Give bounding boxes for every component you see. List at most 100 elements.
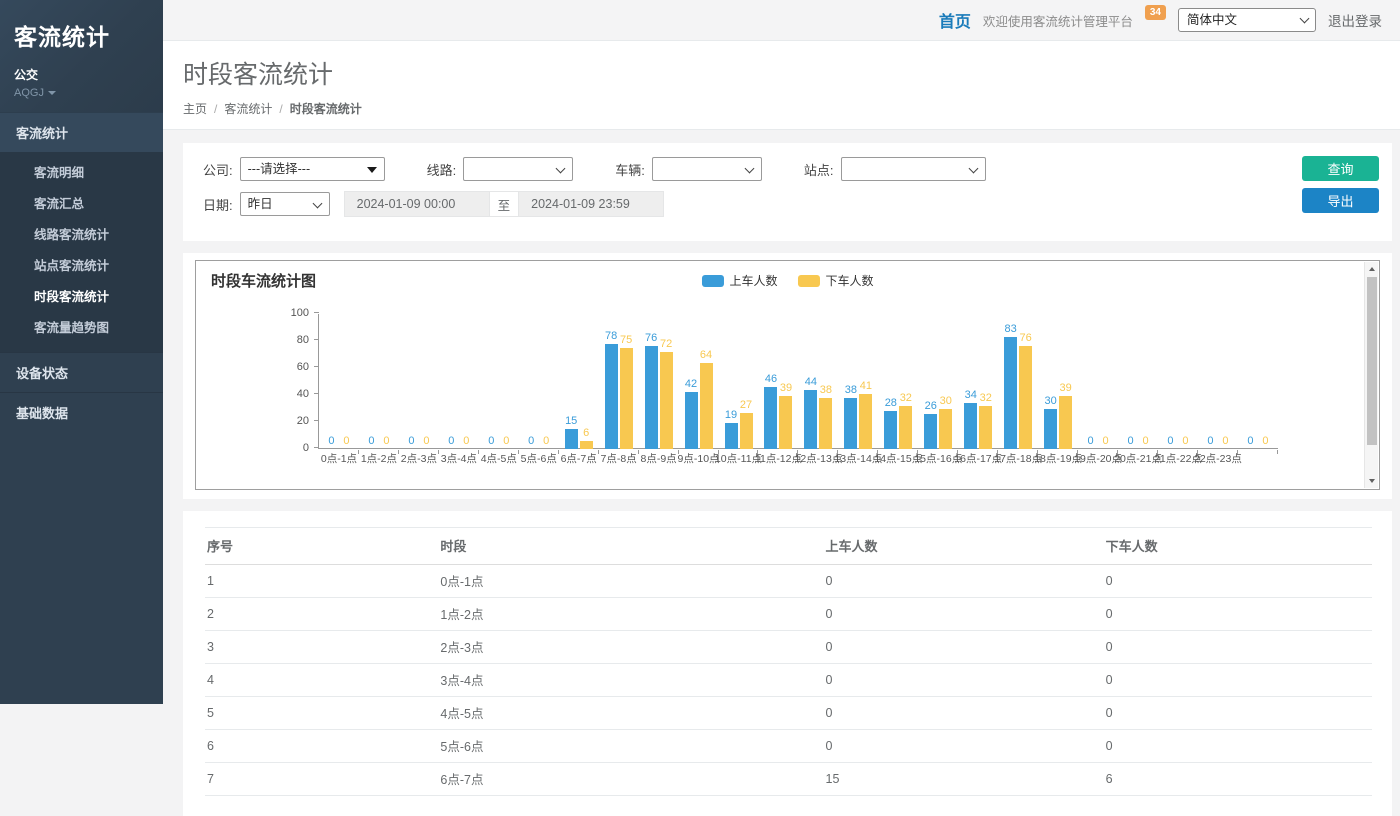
table-row: 76点-7点156 [205, 763, 1372, 796]
bar-下车人数 [1059, 396, 1072, 449]
bar-下车人数 [779, 396, 792, 449]
company-label: 公司: [203, 160, 233, 179]
bar-value-label: 76 [645, 332, 657, 345]
bar-column: 0 [445, 435, 458, 449]
bar-上车人数 [725, 423, 738, 449]
notification-badge[interactable]: 34 [1145, 5, 1166, 20]
line-select[interactable] [463, 157, 573, 181]
bar-column: 34 [964, 389, 977, 449]
date-to-input[interactable] [518, 191, 664, 217]
sidebar-item-站点客流统计[interactable]: 站点客流统计 [0, 249, 163, 280]
sidebar-item-时段客流统计[interactable]: 时段客流统计 [0, 280, 163, 311]
bar-column: 64 [700, 349, 713, 449]
table-cell: 6 [1104, 763, 1372, 796]
bar-value-label: 34 [965, 389, 977, 402]
breadcrumb-separator: / [279, 102, 282, 116]
query-button[interactable]: 查询 [1302, 156, 1379, 181]
export-button[interactable]: 导出 [1302, 188, 1379, 213]
bar-group-20点-21点: 0020点-21点 [1118, 314, 1158, 449]
bar-下车人数 [1019, 346, 1032, 449]
bar-column: 0 [525, 435, 538, 449]
sidebar-item-客流量趋势图[interactable]: 客流量趋势图 [0, 311, 163, 342]
vehicle-select[interactable] [652, 157, 762, 181]
legend-item-下车人数[interactable]: 下车人数 [798, 272, 874, 289]
sidebar-section-基础数据[interactable]: 基础数据 [0, 392, 163, 432]
bar-value-label: 0 [503, 435, 509, 448]
scroll-up-button[interactable] [1365, 262, 1379, 276]
bar-group-17点-18点: 837617点-18点 [998, 314, 1038, 449]
sidebar-item-线路客流统计[interactable]: 线路客流统计 [0, 218, 163, 249]
bar-value-label: 0 [368, 435, 374, 448]
language-select[interactable]: 简体中文 [1178, 8, 1316, 32]
bar-group-16点-17点: 343216点-17点 [958, 314, 998, 449]
x-axis-tick [438, 450, 439, 454]
bar-column: 0 [1099, 435, 1112, 449]
bar-column: 38 [819, 384, 832, 449]
x-axis-tick [398, 450, 399, 454]
bar-group-0点-1点: 000点-1点 [319, 314, 359, 449]
bar-column: 0 [500, 435, 513, 449]
company-select[interactable]: ---请选择--- [240, 157, 385, 181]
bar-column: 0 [1244, 435, 1257, 449]
bar-value-label: 15 [565, 415, 577, 428]
bar-column: 75 [620, 334, 633, 449]
legend-swatch [701, 275, 723, 287]
bar-column: 19 [725, 409, 738, 449]
sidebar-logo-area: 客流统计 公交 AQGJ [0, 0, 163, 112]
bar-value-label: 0 [343, 435, 349, 448]
table-cell: 0 [1104, 631, 1372, 664]
triangle-down-icon [1369, 479, 1375, 483]
sidebar-item-客流汇总[interactable]: 客流汇总 [0, 187, 163, 218]
bar-column: 32 [979, 392, 992, 449]
scrollbar-thumb[interactable] [1367, 277, 1377, 445]
date-range-select[interactable]: 昨日 [240, 192, 330, 216]
bar-value-label: 32 [980, 392, 992, 405]
table-cell: 5 [205, 697, 438, 730]
bar-value-label: 19 [725, 409, 737, 422]
chart-plot: 020406080100000点-1点001点-2点002点-3点003点-4点… [318, 314, 1278, 449]
bar-column: 0 [1179, 435, 1192, 449]
org-code-dropdown[interactable]: AQGJ [14, 87, 149, 99]
chart-vertical-scrollbar[interactable] [1364, 262, 1378, 488]
bar-column: 72 [660, 338, 673, 449]
date-from-input[interactable] [344, 191, 490, 217]
x-axis-label: 1点-2点 [361, 451, 397, 466]
table-cell: 0点-1点 [438, 565, 823, 598]
x-axis-label: 4点-5点 [481, 451, 517, 466]
bar-上车人数 [1044, 409, 1057, 450]
sidebar-section-客流统计[interactable]: 客流统计 [0, 112, 163, 152]
home-link[interactable]: 首页 [939, 8, 971, 32]
breadcrumb: 主页 / 客流统计 / 时段客流统计 [183, 100, 1400, 117]
bar-column: 0 [1124, 435, 1137, 449]
line-label: 线路: [427, 160, 457, 179]
x-axis-tick [1277, 450, 1278, 454]
table-header-序号: 序号 [205, 528, 438, 565]
bar-下车人数 [859, 394, 872, 449]
logout-link[interactable]: 退出登录 [1328, 10, 1382, 30]
bar-下车人数 [700, 363, 713, 449]
scroll-down-button[interactable] [1365, 474, 1379, 488]
table-row: 21点-2点00 [205, 598, 1372, 631]
breadcrumb-home[interactable]: 主页 [183, 100, 207, 117]
table-header-上车人数: 上车人数 [824, 528, 1104, 565]
x-axis-tick [598, 450, 599, 454]
sidebar-item-客流明细[interactable]: 客流明细 [0, 156, 163, 187]
breadcrumb-section[interactable]: 客流统计 [224, 100, 272, 117]
bar-column: 42 [685, 378, 698, 449]
legend-item-上车人数[interactable]: 上车人数 [701, 272, 777, 289]
x-axis-tick [518, 450, 519, 454]
table-row: 10点-1点00 [205, 565, 1372, 598]
bar-column: 0 [365, 435, 378, 449]
bar-value-label: 76 [1020, 332, 1032, 345]
legend-label: 上车人数 [729, 272, 777, 289]
bar-下车人数 [819, 398, 832, 449]
sidebar-section-设备状态[interactable]: 设备状态 [0, 352, 163, 392]
page-heading: 时段客流统计 主页 / 客流统计 / 时段客流统计 [163, 41, 1400, 130]
bar-value-label: 0 [1182, 435, 1188, 448]
table-cell: 4 [205, 664, 438, 697]
x-axis-label: 0点-1点 [321, 451, 357, 466]
station-select[interactable] [841, 157, 986, 181]
table-row: 65点-6点00 [205, 730, 1372, 763]
bar-value-label: 38 [845, 384, 857, 397]
bar-value-label: 0 [328, 435, 334, 448]
